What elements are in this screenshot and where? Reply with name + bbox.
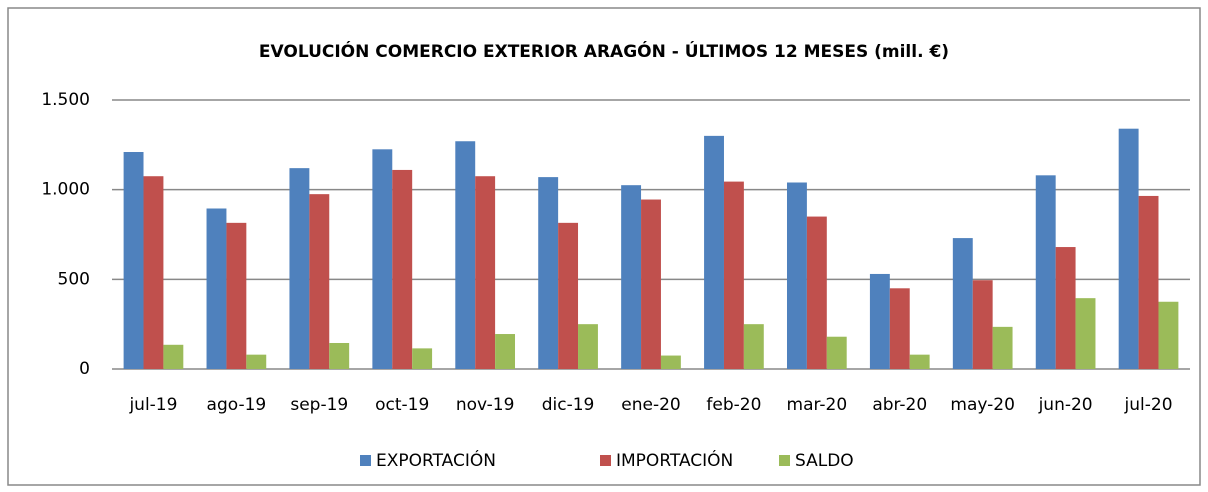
legend-swatch bbox=[600, 455, 611, 466]
bar bbox=[743, 324, 764, 369]
x-tick-label: nov-19 bbox=[456, 395, 515, 415]
bar bbox=[495, 334, 516, 369]
bar bbox=[723, 181, 744, 369]
x-tick-label: jun-20 bbox=[1038, 395, 1093, 415]
bar bbox=[372, 149, 393, 369]
legend-label: SALDO bbox=[795, 451, 854, 471]
bar bbox=[869, 273, 890, 369]
chart-title: EVOLUCIÓN COMERCIO EXTERIOR ARAGÓN - ÚLT… bbox=[259, 40, 949, 62]
legend-label: IMPORTACIÓN bbox=[616, 449, 733, 471]
bar bbox=[226, 222, 247, 369]
x-tick-label: ene-20 bbox=[621, 395, 680, 415]
bar bbox=[641, 199, 661, 369]
legend-swatch bbox=[360, 455, 371, 466]
bar bbox=[1075, 298, 1096, 369]
x-tick-label: jul-19 bbox=[128, 395, 177, 415]
legend-swatch bbox=[779, 455, 790, 466]
bar bbox=[1055, 247, 1076, 369]
y-tick-label: 0 bbox=[79, 359, 90, 379]
bar bbox=[909, 354, 930, 369]
bar bbox=[246, 354, 267, 369]
bar bbox=[475, 176, 496, 369]
x-tick-label: oct-19 bbox=[375, 395, 429, 415]
legend-label: EXPORTACIÓN bbox=[376, 449, 496, 471]
x-tick-label: jul-20 bbox=[1124, 395, 1173, 415]
bar bbox=[1138, 195, 1159, 369]
bar bbox=[992, 326, 1013, 369]
bar bbox=[660, 355, 681, 369]
bar bbox=[558, 222, 579, 369]
x-tick-label: ago-19 bbox=[207, 395, 267, 415]
bar bbox=[889, 288, 910, 369]
bar bbox=[206, 208, 227, 369]
y-tick-label: 1.000 bbox=[41, 180, 90, 200]
bar bbox=[786, 182, 807, 369]
bar bbox=[806, 216, 827, 369]
x-tick-label: may-20 bbox=[950, 395, 1015, 415]
x-tick-label: abr-20 bbox=[872, 395, 927, 415]
bar bbox=[538, 177, 559, 369]
bar bbox=[392, 169, 413, 369]
bar bbox=[289, 168, 310, 369]
bar bbox=[621, 185, 642, 369]
bar bbox=[412, 348, 433, 369]
bar bbox=[1118, 128, 1139, 369]
x-tick-label: mar-20 bbox=[787, 395, 848, 415]
bar bbox=[163, 344, 184, 369]
bar bbox=[1158, 301, 1179, 369]
bar bbox=[952, 238, 973, 369]
y-tick-label: 1.500 bbox=[41, 90, 90, 110]
bar bbox=[1035, 175, 1056, 369]
bar bbox=[123, 152, 144, 369]
y-tick-label: 500 bbox=[58, 269, 90, 289]
bar bbox=[309, 194, 330, 369]
bar bbox=[972, 280, 993, 369]
bar bbox=[455, 141, 476, 369]
x-tick-label: feb-20 bbox=[706, 395, 761, 415]
x-tick-label: sep-19 bbox=[290, 395, 348, 415]
bar bbox=[704, 135, 724, 369]
x-tick-label: dic-19 bbox=[542, 395, 595, 415]
bar bbox=[143, 176, 164, 369]
bar bbox=[826, 336, 847, 369]
chart-frame bbox=[7, 7, 1201, 486]
bar bbox=[329, 342, 350, 369]
bar bbox=[578, 324, 598, 369]
